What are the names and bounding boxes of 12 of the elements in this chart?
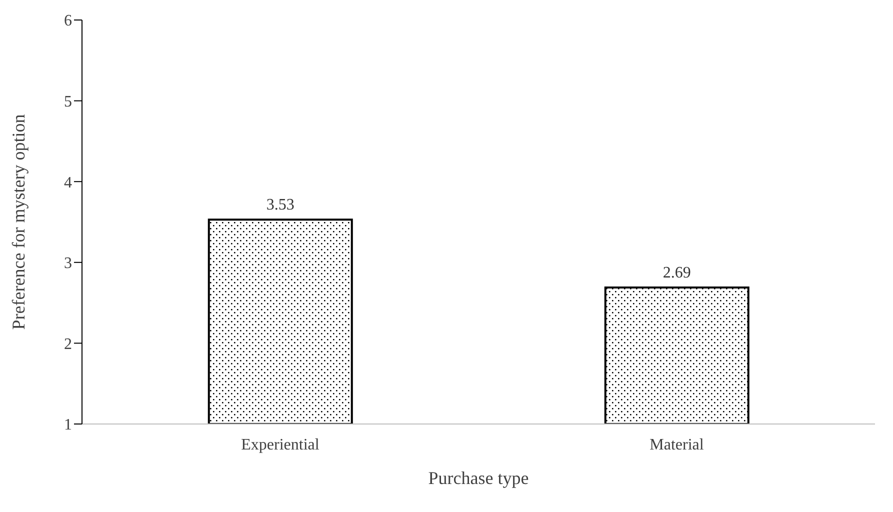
x-tick-label: Material bbox=[650, 436, 704, 454]
data-label: 3.53 bbox=[266, 196, 294, 214]
y-tick-label: 1 bbox=[64, 416, 72, 434]
data-label: 2.69 bbox=[662, 264, 691, 282]
x-axis-title: Purchase type bbox=[428, 468, 529, 488]
y-tick-label: 2 bbox=[64, 336, 72, 353]
x-tick-label: Experiential bbox=[241, 436, 320, 454]
y-tick-label: 6 bbox=[64, 12, 72, 30]
y-axis-title: Preference for mystery option bbox=[8, 114, 28, 330]
y-tick-label: 4 bbox=[64, 174, 72, 192]
y-tick-label: 3 bbox=[64, 255, 72, 272]
y-tick-label: 5 bbox=[64, 93, 72, 110]
